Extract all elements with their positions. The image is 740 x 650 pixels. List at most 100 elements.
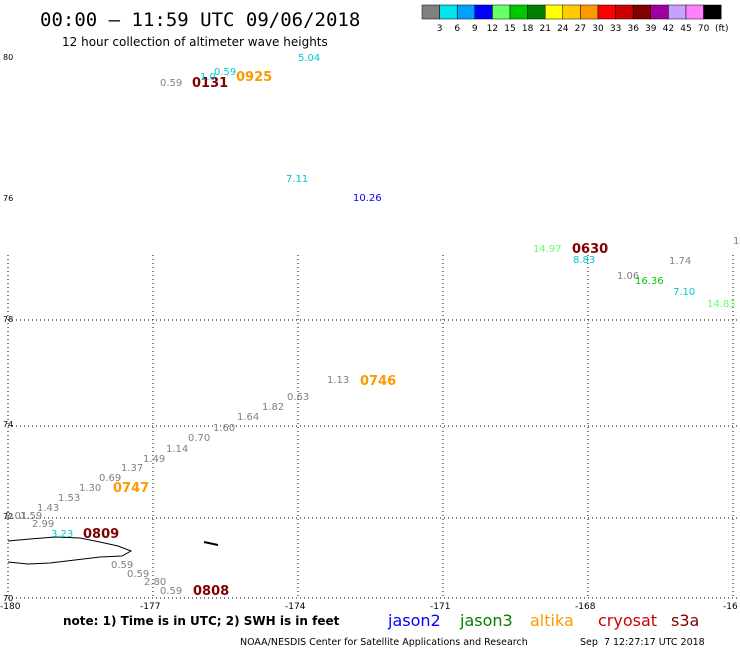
legend-swatch <box>597 4 616 20</box>
swh-label: 0.59 <box>160 586 182 597</box>
legend-tick-label: 70 <box>698 24 710 34</box>
legend-swatch <box>456 4 476 20</box>
swh-label: 2.80 <box>144 577 166 588</box>
legend-swatch <box>685 4 704 20</box>
swh-label: 7.11 <box>286 174 308 185</box>
swh-label: 0.59 <box>127 569 149 580</box>
latitude-labels: 80 78 76 74 72 70 <box>3 53 13 603</box>
swh-label: 1.82 <box>262 402 284 413</box>
legend-unit: (ft) <box>715 24 729 34</box>
legend-swatch <box>527 4 546 20</box>
swh-label: 1.59 <box>20 511 42 522</box>
time-label: 0808 <box>193 584 229 599</box>
lat-tick-label: 76 <box>3 194 13 203</box>
footer-note: note: 1) Time is in UTC; 2) SWH is in fe… <box>63 614 340 628</box>
lon-tick-label: -171 <box>430 602 450 612</box>
swh-label: 1.13 <box>327 375 349 386</box>
color-legend <box>421 4 722 20</box>
legend-tick-label: 24 <box>557 24 569 34</box>
satellite-label-jason2: jason2 <box>387 611 441 630</box>
time-label: 0925 <box>236 70 272 85</box>
legend-tick-label: 12 <box>487 24 498 34</box>
swh-label: 7.10 <box>673 287 695 298</box>
lon-tick-label: -168 <box>575 602 596 612</box>
observation-times: 0131 0925 0630 0746 0747 0809 0808 <box>83 70 608 599</box>
legend-tick-label: 21 <box>539 24 550 34</box>
lon-tick-label: -177 <box>140 602 160 612</box>
lat-tick-label: 80 <box>3 53 13 62</box>
legend-swatch <box>650 4 669 20</box>
swh-label: 8.83 <box>573 255 595 266</box>
wave-height-values: 0.59 1.0 0.59 5.04 7.11 10.26 1 14.97 8.… <box>5 53 739 597</box>
swh-label: 1.14 <box>166 444 188 455</box>
legend-swatch <box>544 4 564 20</box>
graticule <box>7 255 740 599</box>
swh-label: 1.30 <box>79 483 101 494</box>
legend-tick-label: 15 <box>504 24 515 34</box>
swh-label: 2.01 <box>5 511 27 522</box>
time-label: 0131 <box>192 76 228 91</box>
swh-label: 16.36 <box>635 276 664 287</box>
legend-swatch <box>562 4 581 20</box>
swh-label: 1.64 <box>237 412 259 423</box>
swh-label: 1.37 <box>121 463 143 474</box>
legend-swatch <box>439 4 458 20</box>
lat-tick-label: 78 <box>3 315 13 324</box>
swh-label: 0.59 <box>160 78 182 89</box>
legend-swatch <box>421 4 440 20</box>
swh-label: 0.63 <box>287 392 309 403</box>
satellite-label-s3a: s3a <box>671 611 699 630</box>
legend-tick-label: 6 <box>454 24 460 34</box>
wrangel-island-coastline <box>7 536 133 565</box>
swh-label: 0.69 <box>99 473 121 484</box>
time-label: 0746 <box>360 374 396 389</box>
swh-label: 0.59 <box>111 560 133 571</box>
lat-tick-label: 70 <box>3 594 13 603</box>
swh-label: 10.26 <box>353 193 382 204</box>
swh-label: 14.83 <box>707 299 736 310</box>
swh-label: 14.97 <box>533 244 562 255</box>
legend-tick-label: 9 <box>472 24 478 34</box>
swh-label: 5.04 <box>298 53 320 64</box>
lat-tick-label: 72 <box>3 512 13 521</box>
lon-tick-label: -174 <box>285 602 306 612</box>
legend-swatch <box>509 4 528 20</box>
legend-tick-label: 45 <box>680 24 691 34</box>
swh-label: 1.74 <box>669 256 691 267</box>
swh-label: 1.0 <box>200 72 216 83</box>
herald-island-coastline <box>203 541 219 546</box>
legend-swatch <box>492 4 511 20</box>
time-label: 0630 <box>572 242 608 257</box>
lon-tick-label: -180 <box>0 602 21 612</box>
color-legend-labels: 3 6 9 12 15 18 21 24 27 30 33 36 39 42 45 70 <box>437 24 710 34</box>
lat-tick-label: 74 <box>3 420 13 429</box>
swh-label: 0.70 <box>188 433 210 444</box>
legend-swatch <box>703 4 722 20</box>
legend-swatch <box>668 4 687 20</box>
swh-label: 2.99 <box>32 519 54 530</box>
legend-tick-label: 33 <box>610 24 621 34</box>
legend-swatch <box>632 4 652 20</box>
legend-tick-label: 18 <box>522 24 534 34</box>
legend-tick-label: 42 <box>663 24 674 34</box>
swh-label: 1 <box>733 236 739 247</box>
legend-tick-label: 30 <box>592 24 604 34</box>
satellite-label-altika: altika <box>530 611 574 630</box>
swh-label: 3.23 <box>51 529 73 540</box>
swh-label: 1.49 <box>143 454 165 465</box>
swh-label: 1.60 <box>213 423 235 434</box>
satellite-legend: jason2 jason3 altika cryosat s3a <box>387 611 699 630</box>
swh-label: 1.06 <box>617 271 639 282</box>
legend-tick-label: 27 <box>575 24 586 34</box>
credit-line: NOAA/NESDIS Center for Satellite Applica… <box>240 637 528 648</box>
legend-tick-label: 39 <box>645 24 657 34</box>
legend-tick-label: 3 <box>437 24 443 34</box>
satellite-label-cryosat: cryosat <box>598 611 657 630</box>
legend-swatch <box>615 4 634 20</box>
longitude-labels: -180 -177 -174 -171 -168 -16 <box>0 602 738 612</box>
lon-tick-label: -16 <box>723 602 738 612</box>
generated-timestamp: Sep 7 12:27:17 UTC 2018 <box>580 637 705 648</box>
swh-label: 1.53 <box>58 493 80 504</box>
swh-label: 0.59 <box>214 67 236 78</box>
